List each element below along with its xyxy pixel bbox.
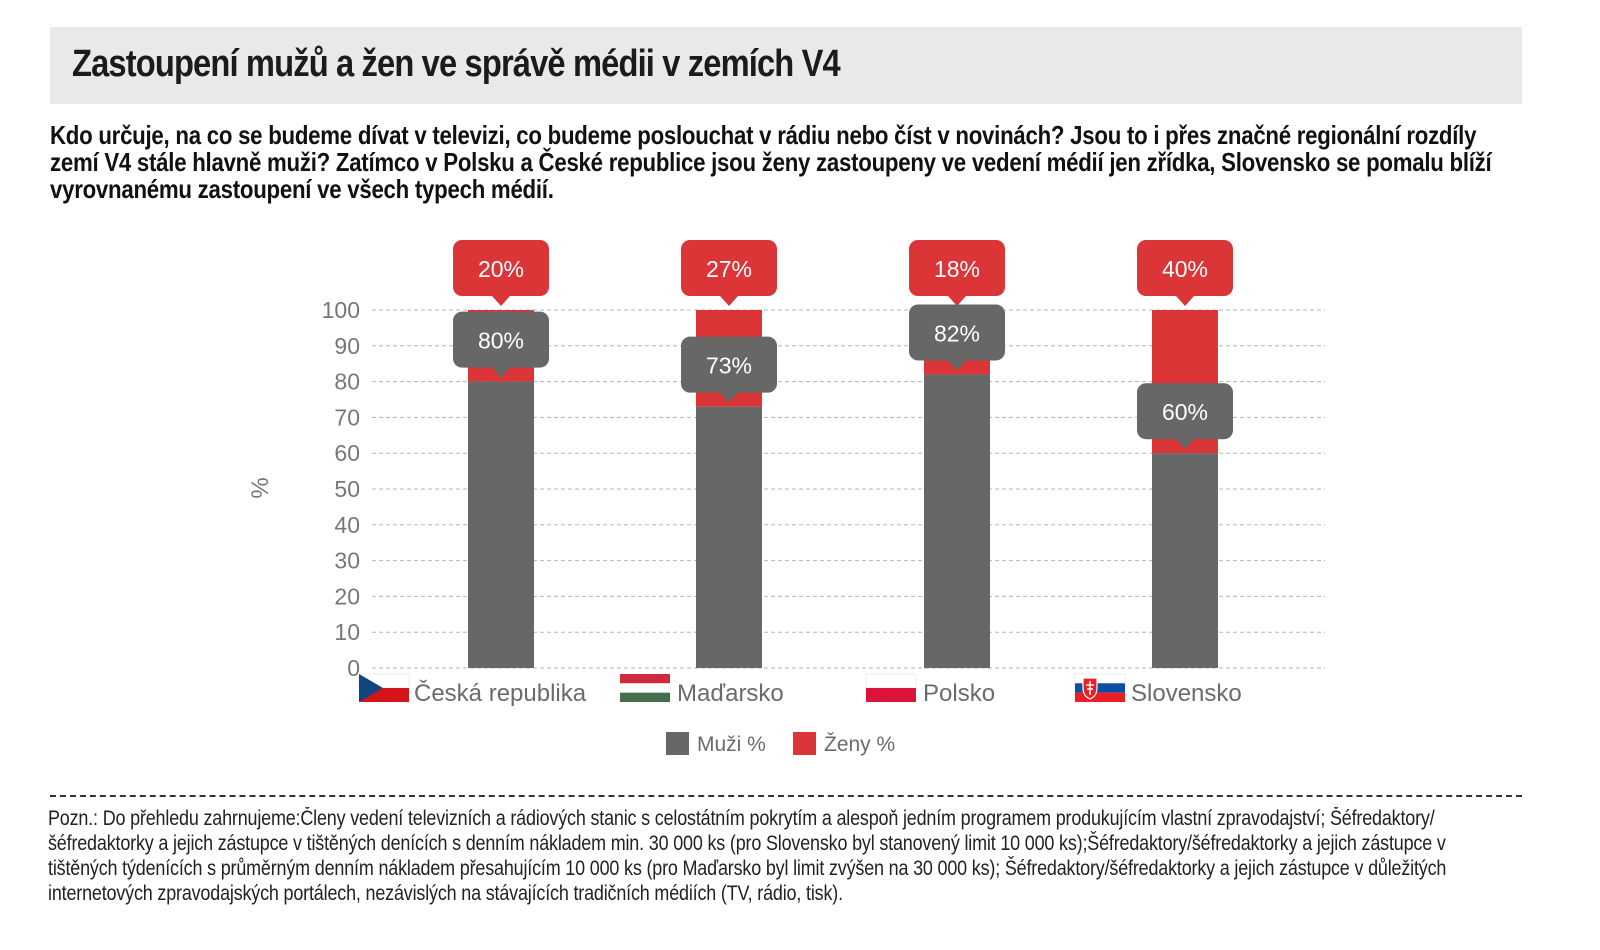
chart-title: Zastoupení mužů a žen ve správě médii v …	[72, 43, 841, 85]
flag-hungary-white	[620, 683, 670, 693]
bar-segment-men	[1152, 453, 1218, 668]
women-value-label: 27%	[706, 256, 752, 282]
women-value-label: 18%	[934, 256, 980, 282]
flag-hungary-green	[620, 692, 670, 702]
footnote: Pozn.: Do přehledu zahrnujeme:Členy vede…	[48, 807, 1447, 905]
flag-hungary-icon	[620, 674, 670, 684]
women-callout	[1137, 240, 1233, 306]
x-category-label: Slovensko	[1131, 680, 1242, 707]
flag-poland-red	[866, 688, 916, 702]
women-callout	[681, 240, 777, 306]
bar-segment-men	[468, 381, 534, 668]
legend-swatch-men	[666, 732, 689, 755]
men-callout	[681, 336, 777, 403]
men-value-label: 73%	[706, 353, 752, 379]
flag-slovakia-blue	[1075, 683, 1125, 693]
x-category-label: Česká republika	[414, 679, 587, 707]
title-bar: Zastoupení mužů a žen ve správě médii v …	[50, 27, 1522, 104]
legend-label-men: Muži %	[697, 733, 766, 756]
y-tick-label: 50	[334, 476, 360, 502]
y-axis-label: %	[247, 477, 274, 498]
y-tick-label: 100	[322, 297, 360, 323]
women-value-label: 40%	[1162, 256, 1208, 282]
bar-segment-men	[924, 374, 990, 668]
bar-segment-men	[696, 406, 762, 668]
men-callout	[909, 304, 1005, 371]
women-callout	[909, 240, 1005, 306]
women-callout	[453, 240, 549, 306]
men-value-label: 80%	[478, 328, 524, 354]
men-callout	[453, 311, 549, 378]
y-tick-label: 20	[334, 583, 360, 609]
y-tick-label: 0	[347, 655, 360, 681]
women-value-label: 20%	[478, 256, 524, 282]
men-callout	[1137, 383, 1233, 450]
x-category-label: Polsko	[923, 680, 995, 707]
y-tick-label: 70	[334, 404, 360, 430]
y-tick-label: 40	[334, 512, 360, 538]
chart-subtitle: Kdo určuje, na co se budeme dívat v tele…	[50, 120, 1492, 204]
y-tick-label: 30	[334, 548, 360, 574]
flag-slovakia-red	[1075, 692, 1125, 702]
legend-swatch-women	[793, 732, 816, 755]
flag-slovakia-icon	[1074, 673, 1126, 684]
flag-czech-republic-triangle	[359, 674, 383, 702]
footer-divider	[50, 795, 1522, 797]
flag-slovakia-cross	[1086, 681, 1094, 695]
y-tick-label: 80	[334, 369, 360, 395]
stacked-bar-chart: 0 10 20 30 40 50 60 70 80 90 100% 20% 80% 27% 73% 18% 82…	[247, 240, 1325, 756]
y-tick-label: 60	[334, 440, 360, 466]
flag-poland-icon	[865, 673, 917, 689]
men-value-label: 82%	[934, 320, 980, 346]
y-tick-label: 10	[334, 619, 360, 645]
men-value-label: 60%	[1162, 399, 1208, 425]
y-tick-label: 90	[334, 333, 360, 359]
x-category-label: Maďarsko	[677, 680, 784, 707]
legend-label-women: Ženy %	[824, 733, 895, 756]
